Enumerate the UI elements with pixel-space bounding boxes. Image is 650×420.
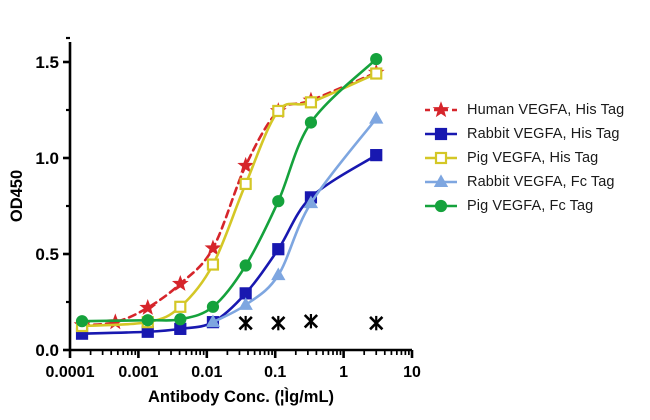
x-tick-label: 0.1: [264, 364, 286, 381]
data-point-star: [432, 101, 450, 118]
data-point-square: [434, 127, 448, 141]
y-tick-label: 1.5: [35, 53, 59, 72]
legend-marker-square-icon: [424, 148, 458, 168]
data-point-square: [141, 325, 154, 338]
legend-item-rabbit-vegfa-his-tag[interactable]: Rabbit VEGFA, His Tag: [424, 122, 624, 146]
data-point-triangle: [369, 111, 384, 124]
data-point-triangle: [238, 297, 253, 310]
legend-item-label: Rabbit VEGFA, His Tag: [467, 126, 620, 142]
data-point-x-cross: [369, 315, 384, 331]
data-point-square: [239, 287, 252, 300]
data-point-square: [304, 96, 318, 109]
data-point-circle: [272, 195, 285, 208]
legend-item-human-vegfa-his-tag[interactable]: Human VEGFA, His Tag: [424, 98, 624, 122]
data-point-circle: [141, 314, 154, 327]
data-point-x-cross: [238, 315, 253, 331]
series-pig-vegfa-fc-tag: [75, 53, 383, 328]
data-point-star: [171, 274, 189, 291]
data-point-circle: [174, 313, 187, 326]
data-point-circle: [75, 315, 89, 328]
y-tick-label: 0.0: [35, 341, 59, 360]
y-tick-label: 1.0: [35, 149, 59, 168]
legend-item-pig-vegfa-fc-tag[interactable]: Pig VEGFA, Fc Tag: [424, 194, 624, 218]
data-point-circle: [304, 116, 318, 129]
data-point-triangle: [271, 267, 286, 281]
data-point-circle: [370, 53, 383, 66]
data-point-square: [206, 258, 220, 271]
data-point-square: [370, 67, 383, 80]
data-point-circle: [239, 259, 252, 272]
legend-item-label: Rabbit VEGFA, Fc Tag: [467, 174, 615, 190]
data-point-circle: [434, 199, 448, 213]
x-tick-label: 10: [403, 364, 421, 381]
data-point-square: [272, 104, 285, 118]
x-axis-title: Antibody Conc. (¦Ìg/mL): [148, 387, 334, 406]
data-point-triangle: [205, 314, 221, 328]
data-point-x-cross: [271, 315, 286, 331]
legend-marker-square-icon: [424, 124, 458, 144]
data-point-star: [204, 239, 222, 256]
data-point-square: [370, 149, 383, 162]
data-point-square: [239, 177, 252, 191]
data-point-square: [174, 322, 187, 335]
y-tick-label: 0.5: [35, 245, 59, 264]
x-tick-label: 1: [339, 364, 348, 381]
series-blank-control: [238, 314, 384, 331]
data-point-square: [272, 243, 285, 256]
legend-marker-triangle-icon: [424, 172, 458, 192]
series-rabbit-vegfa-fc-tag: [205, 111, 384, 328]
series-line: [80, 57, 378, 323]
data-point-x-cross: [303, 314, 319, 329]
series-line: [80, 153, 378, 335]
legend-item-pig-vegfa-his-tag[interactable]: Pig VEGFA, His Tag: [424, 146, 624, 170]
legend-marker-star-icon: [424, 100, 458, 120]
data-point-triangle: [433, 174, 449, 187]
series-line: [211, 117, 378, 324]
legend-marker-circle-icon: [424, 196, 458, 216]
legend-item-label: Pig VEGFA, Fc Tag: [467, 198, 594, 214]
data-point-square: [174, 300, 187, 313]
data-point-triangle: [303, 195, 319, 209]
series-rabbit-vegfa-his-tag: [75, 149, 383, 340]
x-tick-label: 0.0001: [46, 364, 95, 381]
x-tick-label: 0.01: [191, 364, 222, 381]
series-line: [80, 71, 378, 327]
data-point-star: [139, 298, 157, 315]
x-tick-label: 0.001: [118, 364, 158, 381]
legend-item-rabbit-vegfa-fc-tag[interactable]: Rabbit VEGFA, Fc Tag: [424, 170, 624, 194]
y-axis-title: OD450: [8, 170, 26, 222]
data-point-circle: [206, 300, 220, 313]
data-point-star: [237, 156, 255, 173]
legend-item-label: Human VEGFA, His Tag: [467, 102, 625, 118]
data-point-square: [434, 151, 448, 165]
chart-legend: Human VEGFA, His Tag Rabbit VEGFA, His Ta…: [424, 98, 624, 218]
legend-item-label: Pig VEGFA, His Tag: [467, 150, 599, 166]
